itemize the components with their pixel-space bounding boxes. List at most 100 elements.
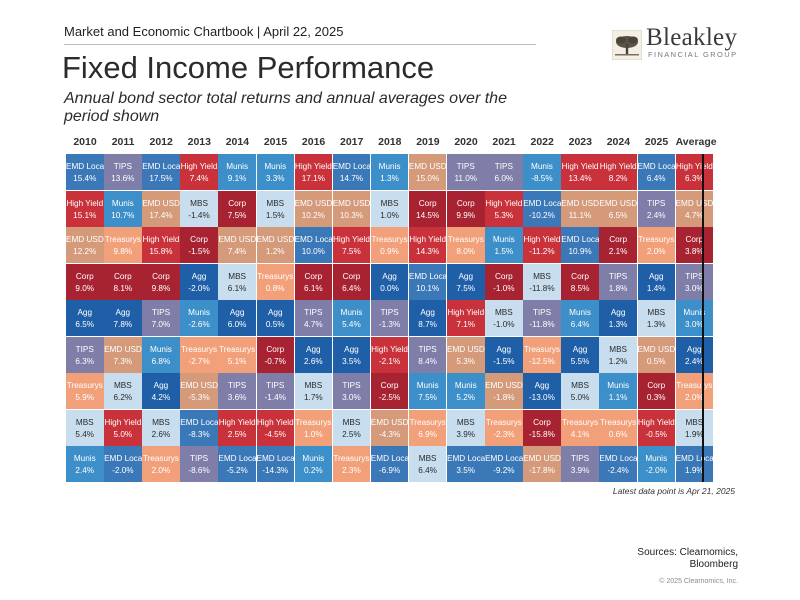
cell-2023-emd-local: EMD Local 10.9%	[561, 227, 599, 263]
return-value: -12.5%	[528, 356, 555, 366]
cell-2019-treasurys: Treasurys 6.9%	[408, 409, 447, 446]
sector-label: EMD USD	[180, 381, 218, 390]
cell-2025-tips: TIPS 2.4%	[637, 190, 675, 227]
return-value: -2.0%	[188, 283, 210, 293]
return-value: 6.2%	[113, 393, 133, 402]
return-value: 1.0%	[304, 429, 323, 439]
cell-2012-emd-usd: EMD USD 17.4%	[142, 190, 180, 227]
cell-2024-agg: Agg 1.3%	[599, 300, 637, 336]
return-value: 2.6%	[151, 429, 171, 439]
sector-label: EMD Local	[447, 454, 485, 463]
sector-label: Corp	[113, 271, 132, 281]
sector-label: Corp	[647, 381, 666, 390]
cell-2020-munis: Munis 5.2%	[447, 373, 485, 409]
cell-2020-mbs: MBS 3.9%	[447, 409, 485, 446]
cell-2017-tips: TIPS 3.0%	[332, 373, 371, 409]
sources-line-2: Bloomberg	[689, 559, 738, 570]
return-value: 6.9%	[418, 429, 437, 439]
cell-2017-corp: Corp 6.4%	[332, 263, 371, 300]
return-value: -2.1%	[378, 356, 401, 366]
cell-2019-munis: Munis 7.5%	[408, 373, 447, 409]
sector-label: Munis	[226, 162, 249, 171]
cell-average-tips: TIPS 3.0%	[675, 263, 714, 300]
sector-label: High Yield	[256, 417, 294, 427]
cell-2025-emd-usd: EMD USD 0.5%	[637, 336, 675, 373]
sector-label: High Yield	[333, 235, 370, 244]
sector-label: EMD USD	[408, 162, 447, 171]
cell-2025-munis: Munis -2.0%	[637, 446, 675, 482]
cell-2021-munis: Munis 1.5%	[485, 227, 523, 263]
sector-label: MBS	[380, 198, 399, 208]
sector-label: EMD USD	[66, 235, 104, 244]
sector-label: Agg	[191, 271, 207, 281]
cell-2014-munis: Munis 9.1%	[218, 154, 256, 190]
tree-logo-icon	[612, 30, 642, 60]
return-value: 5.1%	[227, 356, 247, 366]
return-value: 6.4%	[646, 174, 666, 183]
cell-average-agg: Agg 2.4%	[675, 336, 714, 373]
sector-label: Agg	[420, 308, 435, 317]
cell-2024-corp: Corp 2.1%	[599, 227, 637, 263]
return-value: 7.5%	[227, 210, 247, 220]
cell-2022-agg: Agg -13.0%	[523, 373, 561, 409]
return-value: 0.8%	[265, 283, 285, 293]
return-value: 2.5%	[227, 429, 247, 439]
return-value: 10.7%	[111, 210, 135, 220]
sector-label: Treasurys	[295, 417, 332, 427]
return-value: -11.8%	[529, 283, 555, 293]
return-value: 0.2%	[304, 466, 323, 475]
sector-label: EMD USD	[485, 381, 523, 390]
return-value: 2.0%	[685, 393, 704, 402]
cell-2020-tips: TIPS 11.0%	[447, 154, 485, 190]
cell-2022-corp: Corp -15.8%	[523, 409, 561, 446]
cell-2011-treasurys: Treasurys 9.8%	[104, 227, 142, 263]
return-value: 4.7%	[685, 210, 704, 220]
cell-2016-corp: Corp 6.1%	[294, 263, 333, 300]
sector-label: High Yield	[637, 417, 675, 427]
cell-2019-emd-usd: EMD USD 15.0%	[408, 154, 447, 190]
cell-2023-treasurys: Treasurys 4.1%	[561, 409, 599, 446]
return-value: 15.1%	[73, 210, 97, 220]
return-value: -1.3%	[378, 320, 401, 329]
return-value: 3.0%	[342, 393, 361, 402]
sector-label: Munis	[340, 308, 363, 317]
cell-2013-emd-usd: EMD USD -5.3%	[180, 373, 218, 409]
return-value: 9.8%	[151, 283, 171, 293]
return-value: -1.5%	[493, 356, 515, 366]
return-value: 0.5%	[646, 356, 666, 366]
cell-2010-munis: Munis 2.4%	[66, 446, 104, 482]
cell-2015-corp: Corp -0.7%	[256, 336, 294, 373]
sector-label: Munis	[150, 344, 172, 354]
cell-2016-high-yield: High Yield 17.1%	[294, 154, 333, 190]
return-value: 7.4%	[189, 174, 209, 183]
sector-label: EMD Local	[218, 454, 256, 463]
sector-label: MBS	[342, 417, 361, 427]
return-value: 5.2%	[456, 393, 476, 402]
cell-2010-mbs: MBS 5.4%	[66, 409, 104, 446]
sector-label: Treasurys	[638, 235, 675, 244]
sector-label: Treasurys	[66, 381, 103, 390]
sector-label: EMD Local	[142, 162, 180, 171]
sector-label: EMD USD	[523, 454, 561, 463]
return-value: 3.6%	[227, 393, 247, 402]
return-value: 3.5%	[456, 466, 476, 475]
sector-label: Treasurys	[447, 235, 484, 244]
cell-2016-mbs: MBS 1.7%	[294, 373, 333, 409]
return-value: -11.8%	[529, 320, 555, 329]
cell-2012-corp: Corp 9.8%	[142, 263, 180, 300]
return-value: 8.1%	[113, 283, 133, 293]
cell-2014-emd-usd: EMD USD 7.4%	[218, 227, 256, 263]
sector-label: MBS	[685, 417, 704, 427]
cell-2022-munis: Munis -8.5%	[523, 154, 561, 190]
sector-label: Treasurys	[104, 235, 141, 244]
sector-label: Agg	[229, 308, 245, 317]
year-header-2011: 2011	[111, 136, 135, 148]
sector-label: EMD Local	[256, 454, 295, 463]
sector-label: Corp	[228, 198, 247, 208]
sector-label: EMD USD	[256, 235, 295, 244]
cell-average-emd-local: EMD Local 1.9%	[675, 446, 714, 482]
return-value: 17.4%	[149, 210, 173, 220]
sector-label: Agg	[496, 344, 512, 354]
cell-2014-emd-local: EMD Local -5.2%	[218, 446, 256, 482]
sector-label: High Yield	[294, 162, 332, 171]
